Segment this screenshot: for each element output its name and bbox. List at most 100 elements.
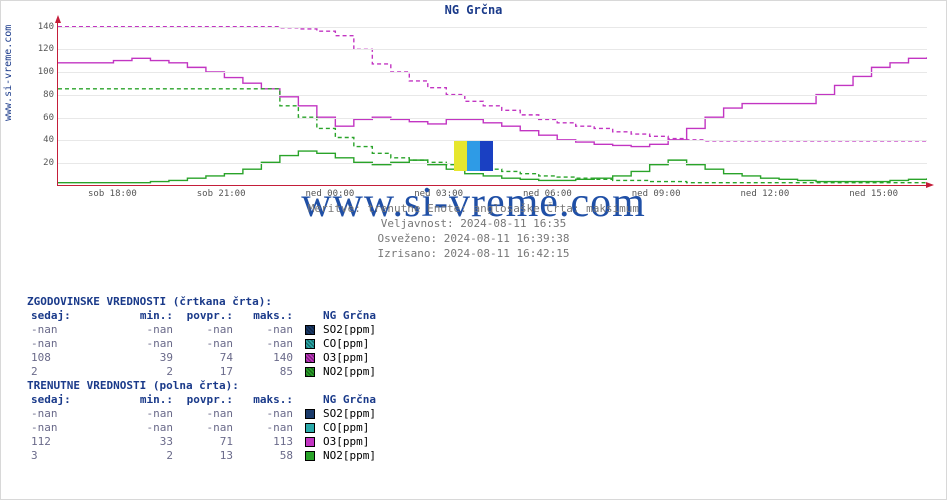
gridline xyxy=(58,72,927,73)
table-row: 321358NO2[ppm] xyxy=(27,449,409,463)
color-swatch-icon xyxy=(305,353,315,363)
color-swatch-icon xyxy=(305,367,315,377)
col-station: NG Grčna xyxy=(319,393,409,407)
col-swatch xyxy=(297,309,319,323)
col-max: maks.: xyxy=(237,393,297,407)
meta-line: Osveženo: 2024-08-11 16:39:38 xyxy=(1,231,946,246)
value-cell: -nan xyxy=(177,337,237,351)
series-o3_max xyxy=(58,27,927,141)
table-row: 1123371113O3[ppm] xyxy=(27,435,409,449)
col-now: sedaj: xyxy=(27,309,117,323)
col-min: min.: xyxy=(117,393,177,407)
table-row: 1083974140 O3[ppm] xyxy=(27,351,409,365)
swatch-cell xyxy=(297,407,319,421)
col-min: min.: xyxy=(117,309,177,323)
chart-title: NG Grčna xyxy=(1,1,946,17)
value-cell: -nan xyxy=(27,421,117,435)
value-cell: -nan xyxy=(237,323,297,337)
historic-caption: ZGODOVINSKE VREDNOSTI (črtkana črta): xyxy=(27,295,409,309)
value-cell: 58 xyxy=(237,449,297,463)
color-swatch-icon xyxy=(305,409,315,419)
meta-line: Veljavnost: 2024-08-11 16:35 xyxy=(1,216,946,231)
gridline xyxy=(58,49,927,50)
value-cell: 108 xyxy=(27,351,117,365)
table-row: -nan-nan-nan-nanSO2[ppm] xyxy=(27,407,409,421)
row-label: SO2[ppm] xyxy=(319,323,409,337)
swatch-cell xyxy=(297,323,319,337)
row-label: NO2[ppm] xyxy=(319,449,409,463)
swatch-cell xyxy=(297,421,319,435)
logo-stripe xyxy=(480,141,493,171)
value-cell: 13 xyxy=(177,449,237,463)
watermark-logo-icon xyxy=(454,141,494,171)
y-tick-label: 120 xyxy=(34,44,54,54)
logo-stripe xyxy=(454,141,467,171)
y-tick-label: 80 xyxy=(34,90,54,100)
value-cell: -nan xyxy=(27,323,117,337)
value-cell: -nan xyxy=(177,323,237,337)
col-swatch xyxy=(297,393,319,407)
y-tick-label: 40 xyxy=(34,135,54,145)
meta-line: Izrisano: 2024-08-11 16:42:15 xyxy=(1,246,946,261)
table-header-row: sedaj: min.: povpr.: maks.: NG Grčna xyxy=(27,309,409,323)
y-tick-label: 100 xyxy=(34,67,54,77)
row-label: O3[ppm] xyxy=(319,351,409,365)
value-cell: -nan xyxy=(117,323,177,337)
chart-metadata: Meritve: trenutne Enote: anglosaške Črta… xyxy=(1,201,946,261)
value-cell: 33 xyxy=(117,435,177,449)
logo-stripe xyxy=(467,141,480,171)
x-tick-label: ned 15:00 xyxy=(839,189,909,199)
x-tick-label: sob 18:00 xyxy=(77,189,147,199)
col-avg: povpr.: xyxy=(177,393,237,407)
x-tick-label: ned 12:00 xyxy=(730,189,800,199)
value-cell: -nan xyxy=(27,337,117,351)
meta-line: Meritve: trenutne Enote: anglosaške Črta… xyxy=(1,201,946,216)
table-row: -nan-nan-nan-nanCO[ppm] xyxy=(27,421,409,435)
value-cell: -nan xyxy=(117,337,177,351)
color-swatch-icon xyxy=(305,437,315,447)
value-cell: 112 xyxy=(27,435,117,449)
value-cell: 17 xyxy=(177,365,237,379)
row-label: CO[ppm] xyxy=(319,337,409,351)
table-row: -nan-nan-nan-nanCO[ppm] xyxy=(27,337,409,351)
value-cell: 39 xyxy=(117,351,177,365)
value-cell: 113 xyxy=(237,435,297,449)
historic-table: sedaj: min.: povpr.: maks.: NG Grčna -na… xyxy=(27,309,409,379)
value-cell: -nan xyxy=(177,421,237,435)
current-caption: TRENUTNE VREDNOSTI (polna črta): xyxy=(27,379,409,393)
swatch-cell xyxy=(297,449,319,463)
color-swatch-icon xyxy=(305,325,315,335)
value-cell: 85 xyxy=(237,365,297,379)
value-cell: 2 xyxy=(117,365,177,379)
row-label: O3[ppm] xyxy=(319,435,409,449)
y-tick-label: 60 xyxy=(34,113,54,123)
value-cell: -nan xyxy=(237,421,297,435)
value-cell: 74 xyxy=(177,351,237,365)
col-max: maks.: xyxy=(237,309,297,323)
current-table: sedaj: min.: povpr.: maks.: NG Grčna -na… xyxy=(27,393,409,463)
y-axis-label: www.si-vreme.com xyxy=(3,25,14,121)
col-now: sedaj: xyxy=(27,393,117,407)
value-cell: 140 xyxy=(237,351,297,365)
value-cell: -nan xyxy=(117,421,177,435)
value-cell: -nan xyxy=(27,407,117,421)
table-row: 221785NO2[ppm] xyxy=(27,365,409,379)
table-row: -nan-nan-nan-nanSO2[ppm] xyxy=(27,323,409,337)
value-cell: 2 xyxy=(117,449,177,463)
table-header-row: sedaj: min.: povpr.: maks.: NG Grčna xyxy=(27,393,409,407)
value-cell: -nan xyxy=(237,407,297,421)
value-cell: -nan xyxy=(177,407,237,421)
color-swatch-icon xyxy=(305,451,315,461)
row-label: CO[ppm] xyxy=(319,421,409,435)
swatch-cell xyxy=(297,351,319,365)
value-tables: ZGODOVINSKE VREDNOSTI (črtkana črta): se… xyxy=(27,295,409,463)
gridline xyxy=(58,118,927,119)
row-label: NO2[ppm] xyxy=(319,365,409,379)
gridline xyxy=(58,27,927,28)
x-tick-label: sob 21:00 xyxy=(186,189,256,199)
swatch-cell xyxy=(297,365,319,379)
y-tick-label: 140 xyxy=(34,22,54,32)
row-label: SO2[ppm] xyxy=(319,407,409,421)
color-swatch-icon xyxy=(305,339,315,349)
swatch-cell xyxy=(297,337,319,351)
